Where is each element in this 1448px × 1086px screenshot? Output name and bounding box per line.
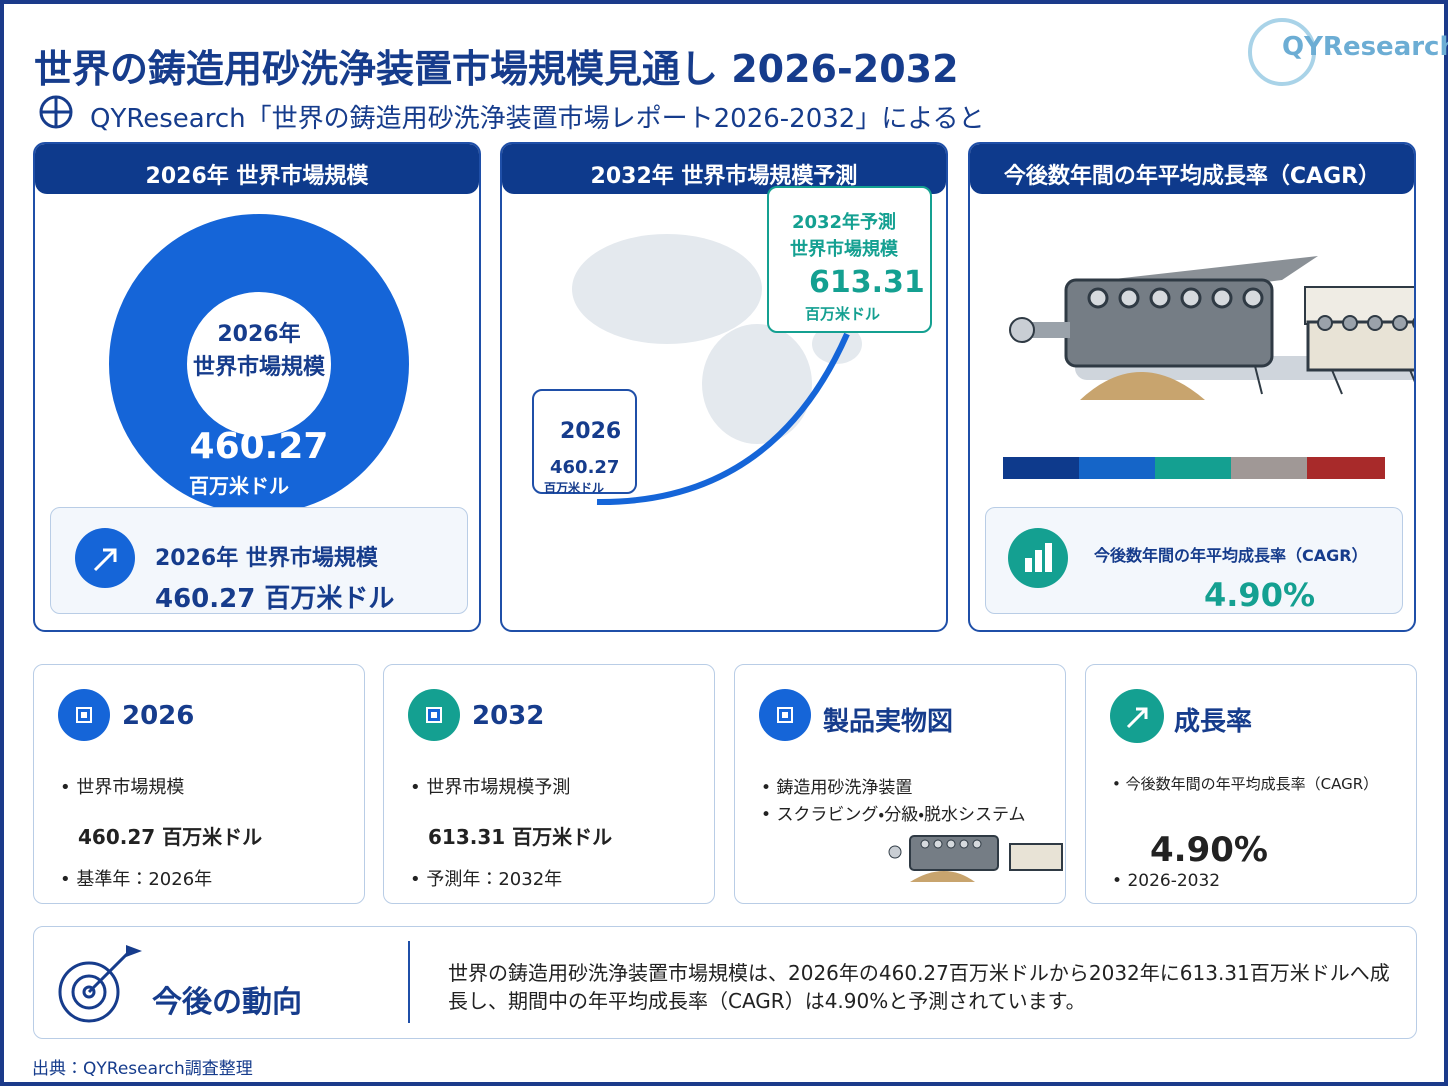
logo: QYResearch (1282, 32, 1448, 62)
card-line: 予測年：2032年 (410, 865, 562, 891)
outlook-text: 世界の鋳造用砂洗浄装置市場規模は、2026年の460.27百万米ドルから2032… (448, 961, 1390, 1013)
donut (109, 214, 409, 514)
card-title: 2032 (472, 701, 545, 731)
forecast-2032-panel: 2032年 世界市場規模予測 2032年予測 世界市場規模 613.31 百万米… (500, 142, 948, 632)
card-line: 世界市場規模 (60, 773, 184, 799)
donut-label: 世界市場規模 (192, 355, 325, 380)
divider (408, 941, 410, 1023)
logo-circle (1248, 18, 1316, 86)
card-2026: 2026 世界市場規模 460.27 百万米ドル 基準年：2026年 (33, 664, 365, 904)
summary-box: 2026年 世界市場規模 460.27 百万米ドル (50, 507, 468, 614)
subtitle: QYResearch「世界の鋳造用砂洗浄装置市場レポート2026-2032」によ… (90, 104, 985, 134)
card-line: スクラビング・分級・脱水システム (761, 800, 1025, 825)
callout-label: 世界市場規模 (790, 239, 898, 260)
start-box: 2026 460.27 百万米ドル (532, 389, 637, 495)
crosshair-icon (39, 95, 73, 129)
callout-value: 613.31 (809, 265, 925, 300)
product-thumbnail (888, 835, 1063, 882)
growth-illustration (572, 234, 862, 506)
cagr-panel: 今後数年間の年平均成長率（CAGR） 今後数年間の年平均成長率（CAGR） 4.… (968, 142, 1416, 632)
card-title: 製品実物図 (823, 707, 954, 737)
card-value: 613.31 百万米ドル (428, 825, 613, 849)
outlook-box: 今後の動向 世界の鋳造用砂洗浄装置市場規模は、2026年の460.27百万米ドル… (33, 926, 1417, 1039)
card-line: 基準年：2026年 (60, 865, 212, 891)
arrow-icon (75, 528, 135, 588)
card-2032: 2032 世界市場規模予測 613.31 百万米ドル 予測年：2032年 (383, 664, 715, 904)
panel-header: 2032年 世界市場規模予測 (502, 144, 946, 194)
start-value: 460.27 (550, 457, 620, 478)
market-2026-panel: 2026年 世界市場規模 2026年 世界市場規模 460.27 百万米ドル 2… (33, 142, 481, 632)
color-bar (1003, 457, 1385, 479)
card-line: 世界市場規模予測 (410, 773, 570, 799)
outlook-title: 今後の動向 (152, 985, 302, 1020)
card-value: 4.90% (1150, 830, 1268, 870)
start-year: 2026 (560, 419, 622, 444)
card-title: 2026 (122, 701, 195, 731)
card-value: 460.27 百万米ドル (78, 825, 263, 849)
source: 出典：QYResearch調査整理 (32, 1059, 253, 1079)
box-value: 460.27 百万米ドル (155, 584, 395, 614)
box-value: 4.90% (1204, 576, 1316, 614)
card-product: 製品実物図 鋳造用砂洗浄装置 スクラビング・分級・脱水システム (734, 664, 1066, 904)
donut-unit: 百万米ドル (189, 474, 289, 498)
cagr-box: 今後数年間の年平均成長率（CAGR） 4.90% (985, 507, 1403, 614)
card-line: 今後数年間の年平均成長率（CAGR） (1112, 773, 1379, 794)
card-line: 鋳造用砂洗浄装置 (761, 773, 912, 798)
machine-illustration (1009, 256, 1414, 400)
card-icon (1110, 689, 1164, 743)
card-icon (759, 689, 811, 741)
box-title: 2026年 世界市場規模 (155, 546, 378, 571)
card-growth: 成長率 今後数年間の年平均成長率（CAGR） 4.90% 2026-2032 (1085, 664, 1417, 904)
callout-title: 2032年予測 (791, 212, 897, 233)
callout-unit: 百万米ドル (805, 305, 881, 323)
bar-icon (1008, 528, 1068, 588)
panel-header: 今後数年間の年平均成長率（CAGR） (970, 144, 1414, 194)
target-icon (58, 945, 142, 1023)
box-title: 今後数年間の年平均成長率（CAGR） (1094, 546, 1368, 565)
card-icon (408, 689, 460, 741)
callout-box: 2032年予測 世界市場規模 613.31 百万米ドル (767, 186, 932, 333)
card-title: 成長率 (1174, 707, 1253, 737)
panel-header: 2026年 世界市場規模 (35, 144, 479, 194)
title: 世界の鋳造用砂洗浄装置市場規模見通し 2026-2032 (34, 47, 959, 91)
start-unit: 百万米ドル (544, 481, 605, 495)
card-line: 2026-2032 (1112, 871, 1220, 891)
donut-value: 460.27 (189, 426, 329, 467)
donut-year: 2026年 (217, 322, 301, 347)
card-icon (58, 689, 110, 741)
